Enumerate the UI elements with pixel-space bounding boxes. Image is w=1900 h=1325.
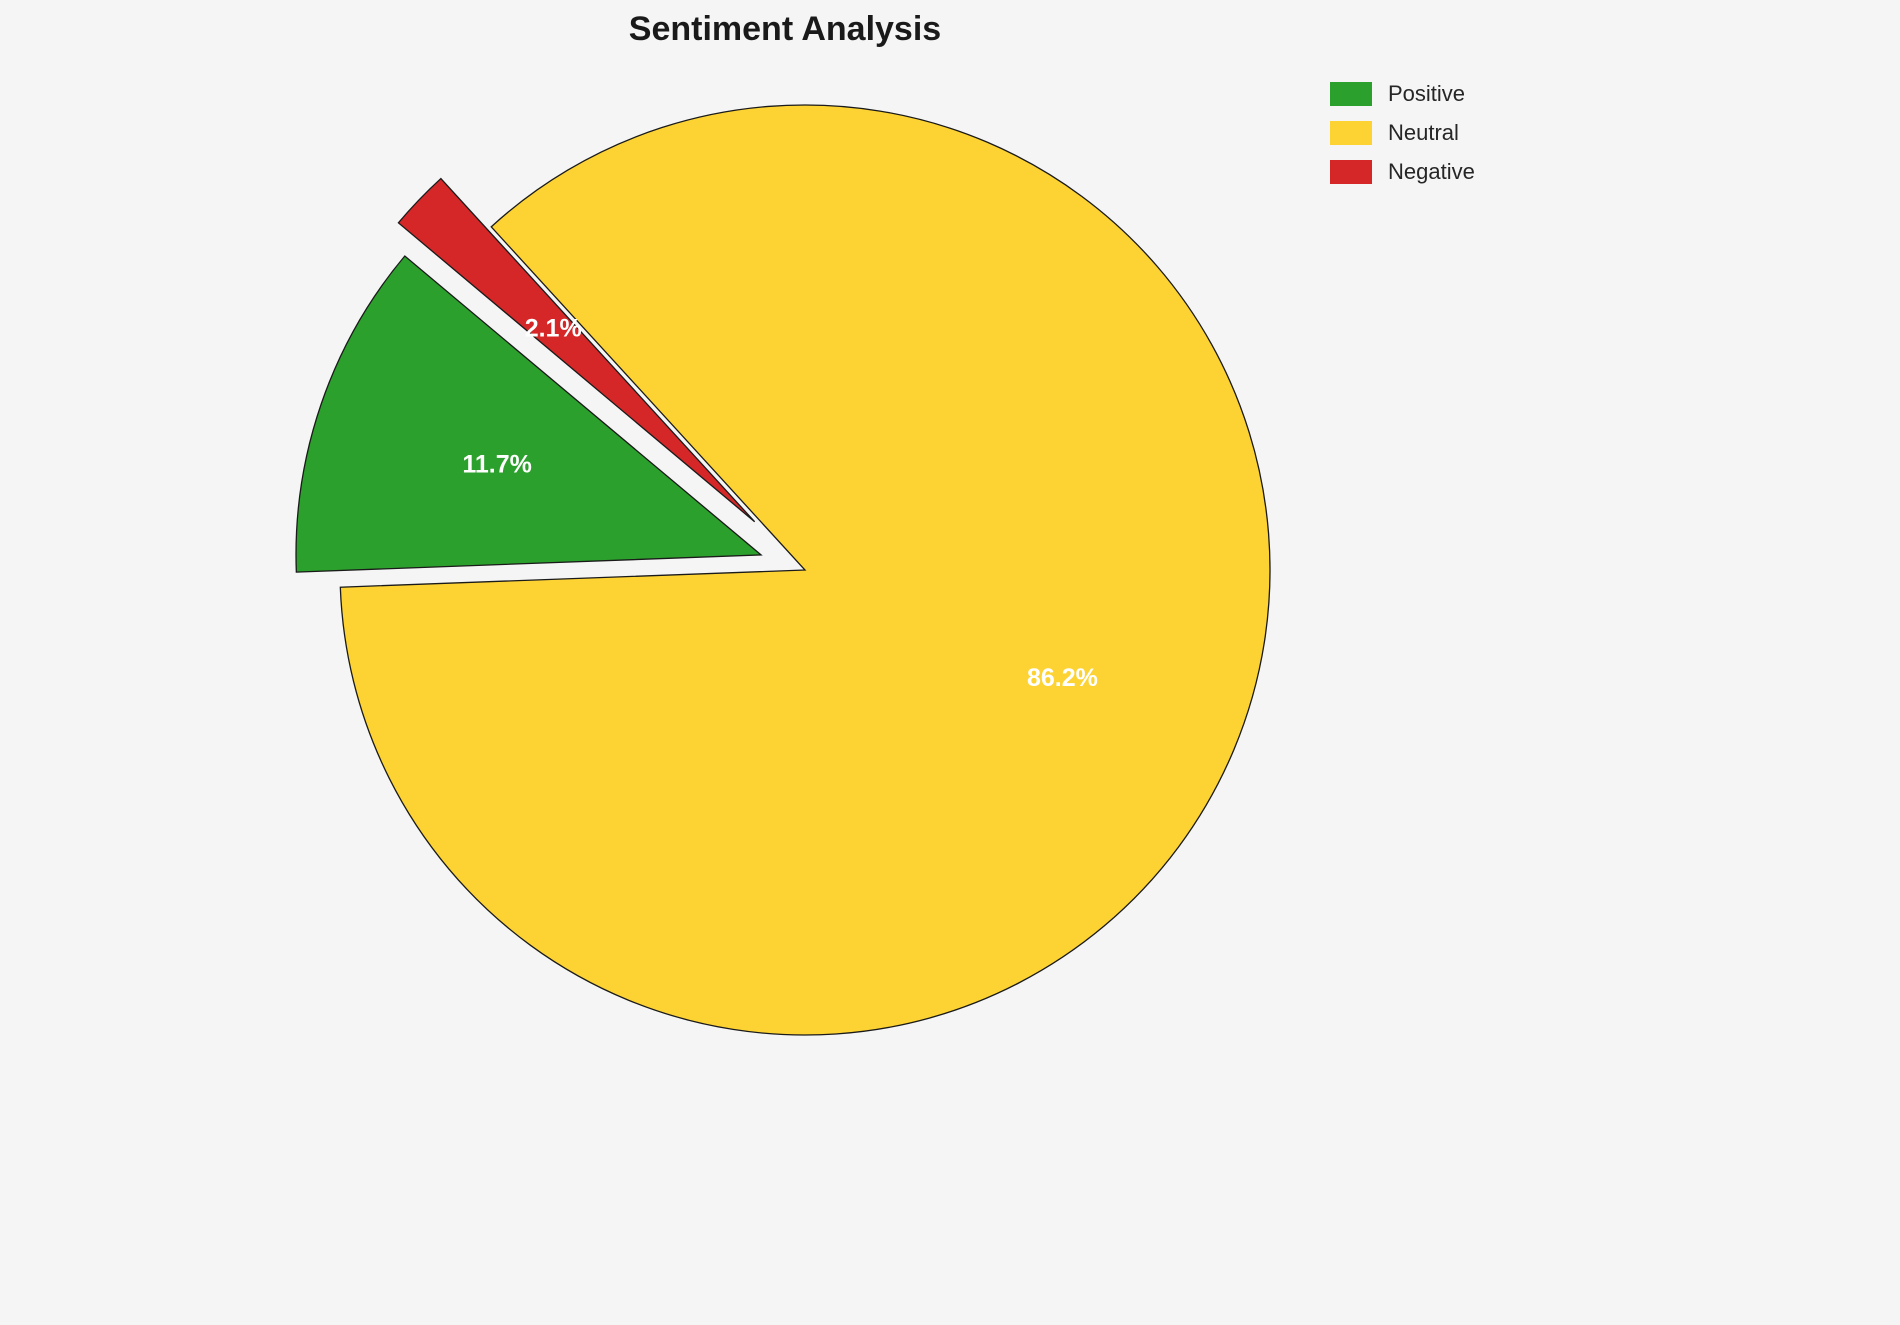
pie-slice-neutral (339, 104, 1271, 1036)
pie-pct-label-neutral: 86.2% (1027, 664, 1098, 692)
pie-pct-label-positive: 11.7% (462, 450, 532, 478)
legend-label-positive: Positive (1388, 81, 1466, 106)
legend-swatch-negative-icon (1330, 160, 1372, 184)
legend-label-negative: Negative (1388, 159, 1475, 184)
pie-pct-label-negative: 2.1% (525, 315, 582, 343)
legend-swatch-positive-icon (1330, 82, 1372, 106)
legend-label-neutral: Neutral (1388, 120, 1459, 145)
legend-item-negative: Negative (1330, 160, 1475, 184)
legend-item-positive: Positive (1330, 82, 1475, 106)
chart-title: Sentiment Analysis (628, 10, 942, 48)
legend-item-neutral: Neutral (1330, 121, 1475, 145)
legend: Positive Neutral Negative (1330, 82, 1475, 184)
legend-swatch-neutral-icon (1330, 121, 1372, 145)
pie-slice-negative (397, 177, 756, 523)
pie-slice-positive (295, 255, 763, 573)
